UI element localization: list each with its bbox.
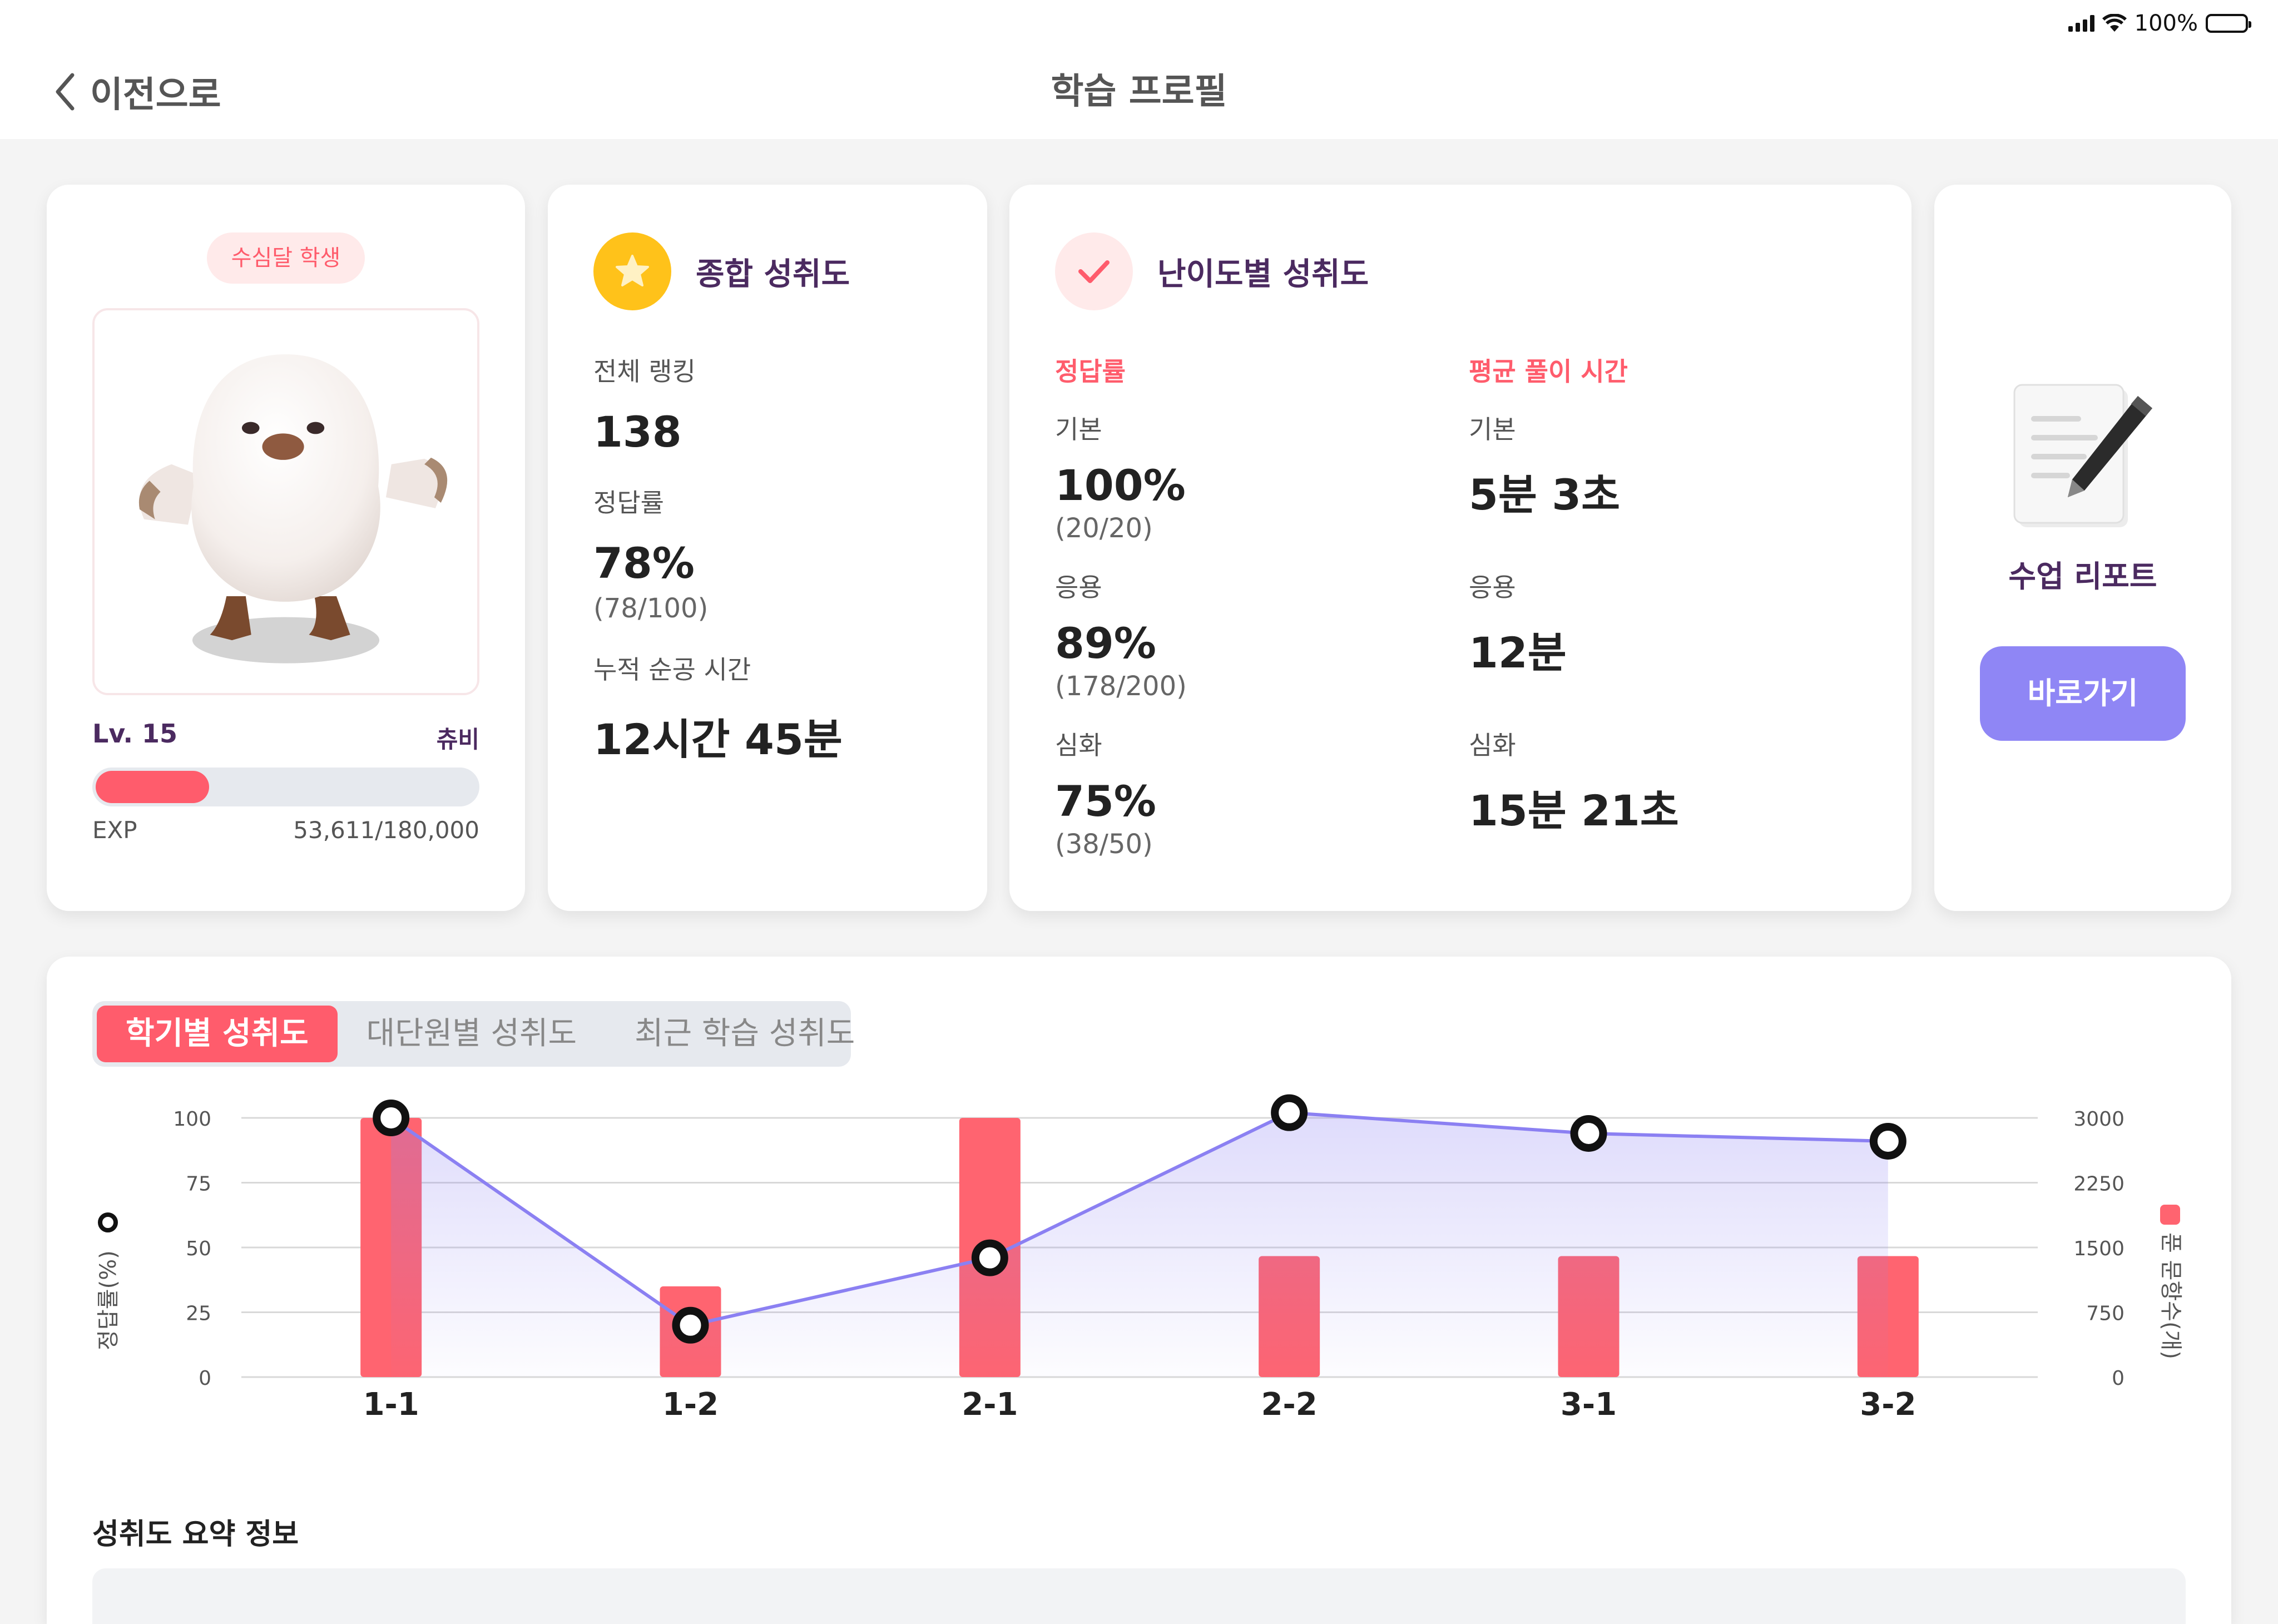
x-tick-label: 3-2 — [1860, 1387, 1916, 1423]
back-button[interactable]: 이전으로 — [53, 67, 221, 117]
overall-card-header: 종합 성취도 — [593, 232, 850, 310]
advanced-time-label: 심화 — [1469, 730, 1516, 760]
time-column-head: 평균 풀이 시간 — [1469, 357, 1628, 387]
tab-recent[interactable]: 최근 학습 성취도 — [635, 1016, 855, 1052]
point-1-1 — [373, 1100, 410, 1136]
chevron-left-icon — [56, 73, 75, 111]
battery-icon — [2206, 14, 2251, 33]
y-tick-label: 50 — [186, 1237, 211, 1260]
applied-time: 12분 — [1469, 628, 1567, 677]
applied-accuracy-sub: (178/200) — [1055, 671, 1187, 702]
difficulty-card-header: 난이도별 성취도 — [1055, 232, 1369, 310]
point-3-1 — [1570, 1115, 1607, 1152]
advanced-label: 심화 — [1055, 730, 1102, 760]
basic-accuracy: 100% — [1055, 461, 1186, 510]
level-label: Lv. 15 — [92, 719, 178, 749]
x-tick-label: 2-2 — [1261, 1387, 1318, 1423]
star-icon — [593, 232, 671, 310]
student-badge: 수심달 학생 — [207, 232, 365, 284]
applied-accuracy: 89% — [1055, 618, 1156, 668]
y2-axis-title: 푼 문항수(개) — [2158, 1232, 2183, 1359]
difficulty-card-title: 난이도별 성취도 — [1157, 256, 1369, 293]
accuracy-legend-icon — [98, 1212, 118, 1232]
summary-title: 성취도 요약 정보 — [92, 1518, 299, 1551]
accuracy-area — [391, 1112, 1888, 1377]
achievement-chart-card: 학기별 성취도 대단원별 성취도 최근 학습 성취도 0 0 25 750 50 1500… — [47, 957, 2231, 1624]
point-2-1 — [971, 1239, 1008, 1276]
overall-card-title: 종합 성취도 — [696, 256, 850, 293]
nickname: 츄비 — [436, 726, 479, 753]
count-legend-icon — [2160, 1205, 2180, 1225]
signal-icon — [2068, 15, 2094, 32]
y2-tick-label: 0 — [2112, 1367, 2125, 1390]
advanced-accuracy-sub: (38/50) — [1055, 829, 1153, 860]
y2-tick-label: 750 — [2086, 1303, 2125, 1325]
go-to-report-button[interactable]: 바로가기 — [1980, 646, 2186, 741]
tab-semester[interactable]: 학기별 성취도 — [97, 1006, 338, 1062]
class-report-card: 수업 리포트 바로가기 — [1934, 185, 2231, 911]
exp-label: EXP — [92, 816, 137, 844]
x-tick-label: 1-2 — [662, 1387, 719, 1423]
status-bar: 100% — [0, 0, 2278, 44]
tab-unit[interactable]: 대단원별 성취도 — [366, 1016, 577, 1052]
report-document-icon — [2013, 384, 2152, 527]
profile-card: 수심달 학생 Lv. 15 츄비 EXP 53 — [47, 185, 525, 911]
x-tick-label: 1-1 — [363, 1387, 419, 1423]
exp-progress-fill — [96, 771, 209, 803]
page-title: 학습 프로필 — [1051, 71, 1227, 112]
y2-tick-label: 3000 — [2073, 1108, 2125, 1131]
exp-value: 53,611/180,000 — [293, 816, 479, 844]
y2-tick-label: 1500 — [2073, 1237, 2125, 1260]
y-tick-label: 0 — [199, 1367, 211, 1390]
accuracy-column-head: 정답률 — [1055, 357, 1126, 387]
y-tick-label: 100 — [173, 1108, 211, 1131]
wifi-icon — [2102, 14, 2127, 32]
check-icon — [1055, 232, 1133, 310]
basic-accuracy-sub: (20/20) — [1055, 513, 1153, 544]
summary-panel — [92, 1568, 2186, 1624]
exp-progress-bar — [92, 768, 479, 806]
study-time-value: 12시간 45분 — [593, 715, 843, 764]
accuracy-line — [390, 1111, 1888, 1328]
point-1-2 — [672, 1306, 709, 1344]
advanced-time: 15분 21초 — [1469, 786, 1679, 835]
advanced-accuracy: 75% — [1055, 776, 1156, 826]
applied-time-label: 응용 — [1469, 572, 1516, 602]
x-tick-label: 3-1 — [1561, 1387, 1617, 1423]
ranking-value: 138 — [593, 407, 682, 457]
character-illustration — [138, 354, 448, 664]
status-icons: 100% — [2068, 8, 2251, 39]
y2-tick-label: 2250 — [2073, 1173, 2125, 1196]
basic-time: 5분 3초 — [1469, 470, 1621, 519]
accuracy-label: 정답률 — [593, 488, 664, 518]
y-axis-title: 정답률(%) — [96, 1250, 121, 1350]
y-tick-label: 75 — [186, 1173, 211, 1196]
applied-label: 응용 — [1055, 572, 1102, 602]
avatar — [92, 308, 479, 695]
header: 이전으로 학습 프로필 — [0, 44, 2278, 139]
y-tick-label: 25 — [186, 1303, 211, 1325]
point-2-2 — [1271, 1094, 1308, 1131]
basic-label: 기본 — [1055, 414, 1102, 444]
point-3-2 — [1869, 1122, 1906, 1160]
basic-time-label: 기본 — [1469, 414, 1516, 444]
ranking-label: 전체 랭킹 — [593, 357, 696, 387]
study-time-label: 누적 순공 시간 — [593, 655, 751, 685]
back-label: 이전으로 — [90, 75, 221, 116]
semester-achievement-chart: 0 0 25 750 50 1500 75 2250 100 3000 1-1 1-2 2-1 2-2 3-… — [96, 1094, 2183, 1423]
achievement-tabs: 학기별 성취도 대단원별 성취도 최근 학습 성취도 — [92, 1001, 855, 1067]
overall-achievement-card: 종합 성취도 전체 랭킹 138 정답률 78% (78/100) 누적 순공 … — [548, 185, 987, 911]
x-tick-label: 2-1 — [962, 1387, 1018, 1423]
report-title: 수업 리포트 — [2008, 559, 2157, 594]
battery-percent: 100% — [2134, 11, 2198, 36]
accuracy-value: 78% — [593, 538, 695, 588]
difficulty-achievement-card: 난이도별 성취도 정답률 평균 풀이 시간 기본 100% (20/20) 기본… — [1009, 185, 1911, 911]
accuracy-sub: (78/100) — [593, 593, 709, 624]
